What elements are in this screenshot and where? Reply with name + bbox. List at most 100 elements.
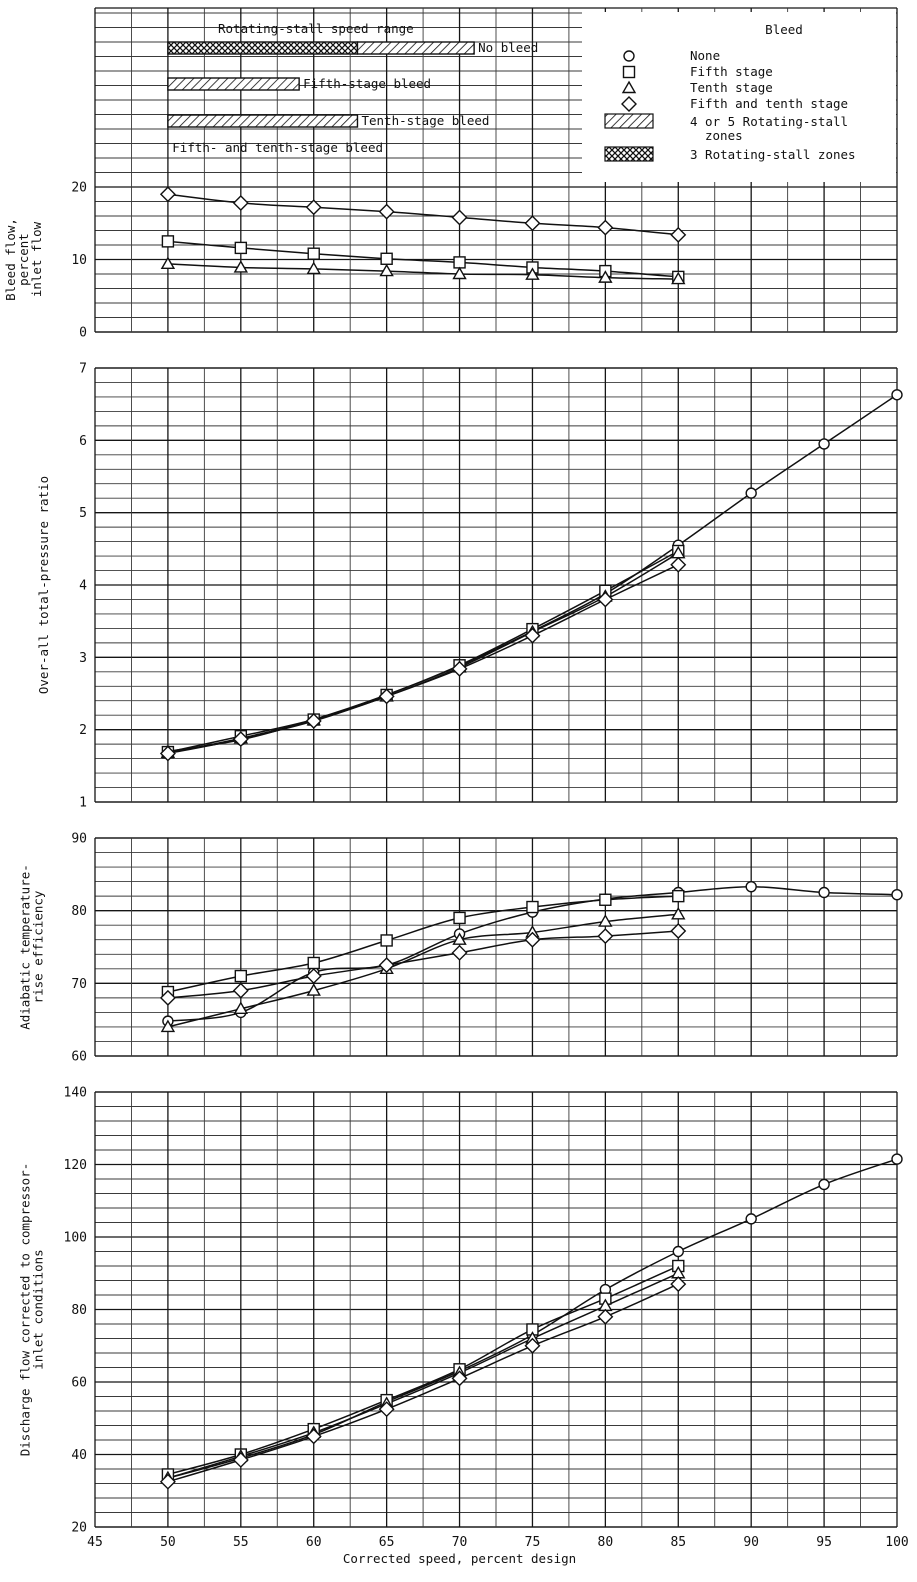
legend-label: Tenth stage bbox=[690, 80, 773, 95]
data-point-efficiency-square bbox=[526, 900, 539, 914]
y-tick-label-discharge: 140 bbox=[64, 1086, 87, 1101]
stall-bar-diagonal bbox=[167, 114, 359, 128]
data-point-pressure-diamond bbox=[305, 712, 322, 729]
y-tick-label-pressure: 2 bbox=[79, 723, 87, 738]
data-point-discharge-diamond bbox=[524, 1337, 541, 1354]
x-tick-label: 80 bbox=[598, 1535, 614, 1550]
x-tick-label: 65 bbox=[379, 1535, 395, 1550]
data-point-efficiency-square bbox=[380, 934, 393, 947]
y-tick-label-discharge: 100 bbox=[64, 1231, 87, 1246]
legend-label: None bbox=[690, 48, 720, 63]
legend-marker-square bbox=[622, 65, 636, 79]
x-tick-label: 100 bbox=[885, 1535, 908, 1550]
data-point-discharge-circle bbox=[818, 1178, 830, 1191]
stall-bar-label: No bleed bbox=[478, 40, 538, 55]
legend-marker-diamond bbox=[621, 96, 637, 112]
data-point-efficiency-diamond bbox=[378, 957, 395, 974]
y-tick-label-pressure: 1 bbox=[79, 796, 87, 811]
data-point-efficiency-triangle bbox=[306, 983, 321, 996]
y-tick-label-pressure: 7 bbox=[79, 362, 87, 377]
y-tick-label-pressure: 3 bbox=[79, 651, 87, 666]
data-point-efficiency-circle bbox=[818, 886, 830, 899]
data-point-bleed-triangle bbox=[671, 271, 686, 285]
y-tick-label-pressure: 4 bbox=[79, 579, 87, 594]
x-tick-label: 95 bbox=[816, 1535, 832, 1550]
legend-label: Fifth and tenth stage bbox=[690, 96, 848, 111]
y-axis-label-bleed: percent bbox=[16, 233, 31, 286]
data-point-pressure-diamond bbox=[159, 745, 176, 762]
y-axis-label-efficiency: rise efficiency bbox=[31, 890, 46, 1003]
data-point-bleed-square bbox=[453, 256, 466, 269]
series-line-discharge-triangle bbox=[167, 1272, 679, 1479]
legend-swatch-crosshatch bbox=[604, 146, 654, 162]
data-point-discharge-circle bbox=[745, 1213, 757, 1225]
stall-bar-label: Fifth-stage bleed bbox=[303, 76, 431, 91]
series-line-efficiency-triangle bbox=[167, 913, 679, 1028]
data-point-discharge-diamond bbox=[451, 1370, 468, 1387]
series-line-discharge-square bbox=[167, 1265, 679, 1476]
y-tick-label-pressure: 6 bbox=[79, 434, 87, 449]
data-point-efficiency-diamond bbox=[451, 944, 468, 961]
data-point-bleed-diamond bbox=[159, 186, 176, 203]
data-point-efficiency-square bbox=[234, 969, 248, 983]
data-point-bleed-square bbox=[380, 252, 393, 265]
data-point-bleed-triangle bbox=[233, 260, 249, 273]
data-point-bleed-triangle bbox=[452, 266, 467, 280]
data-point-efficiency-diamond bbox=[232, 982, 249, 999]
x-tick-label: 60 bbox=[306, 1535, 322, 1550]
legend-swatch-diagonal bbox=[604, 113, 654, 129]
x-tick-label: 50 bbox=[160, 1535, 176, 1550]
data-point-efficiency-diamond bbox=[670, 923, 687, 940]
y-axis-label-bleed: Bleed flow, bbox=[3, 218, 18, 301]
y-axis-label-pressure: Over-all total-pressure ratio bbox=[36, 476, 51, 694]
data-point-bleed-triangle bbox=[160, 256, 176, 270]
data-point-efficiency-triangle bbox=[598, 914, 613, 927]
y-tick-label-bleed: 20 bbox=[71, 181, 87, 196]
legend-title: Bleed bbox=[765, 22, 803, 37]
data-point-pressure-diamond bbox=[451, 660, 468, 677]
data-point-bleed-triangle bbox=[306, 261, 321, 275]
y-tick-label-bleed: 10 bbox=[71, 253, 87, 268]
x-axis-label: Corrected speed, percent design bbox=[343, 1551, 576, 1566]
series-line-efficiency-square bbox=[167, 895, 679, 993]
stall-bar-diagonal bbox=[167, 77, 300, 91]
data-point-bleed-triangle bbox=[525, 267, 540, 280]
data-point-efficiency-square bbox=[453, 911, 466, 925]
data-point-discharge-circle bbox=[672, 1245, 684, 1258]
data-point-bleed-diamond bbox=[670, 226, 687, 243]
y-tick-label-discharge: 40 bbox=[71, 1448, 87, 1463]
series-line-discharge-diamond bbox=[167, 1283, 679, 1483]
y-tick-label-discharge: 120 bbox=[64, 1158, 87, 1173]
data-point-efficiency-circle bbox=[745, 880, 757, 893]
legend-hatch-label: zones bbox=[705, 128, 743, 143]
legend-marker-circle bbox=[623, 50, 635, 62]
data-point-bleed-diamond bbox=[378, 203, 395, 220]
y-tick-label-efficiency: 90 bbox=[71, 832, 87, 847]
legend-marker-triangle bbox=[621, 80, 637, 94]
legend-label: Fifth stage bbox=[690, 64, 773, 79]
data-point-efficiency-diamond bbox=[305, 968, 322, 985]
data-point-efficiency-triangle bbox=[452, 932, 467, 945]
grid-layer bbox=[94, 7, 898, 1528]
data-point-bleed-diamond bbox=[597, 219, 614, 236]
panel-grid-discharge bbox=[94, 1091, 898, 1528]
data-point-bleed-diamond bbox=[232, 194, 249, 211]
data-point-bleed-diamond bbox=[524, 215, 541, 232]
data-point-discharge-circle bbox=[891, 1153, 903, 1165]
legend-hatch-label: 4 or 5 Rotating-stall bbox=[690, 114, 848, 129]
stall-range-title: Rotating-stall speed range bbox=[218, 21, 414, 36]
data-point-bleed-diamond bbox=[305, 199, 322, 216]
data-point-efficiency-square bbox=[599, 893, 612, 906]
data-point-bleed-square bbox=[161, 235, 175, 248]
data-point-bleed-triangle bbox=[379, 263, 394, 277]
data-point-efficiency-diamond bbox=[597, 928, 614, 945]
x-tick-label: 45 bbox=[87, 1535, 103, 1550]
data-point-pressure-diamond bbox=[378, 688, 395, 705]
legend-hatch-label: 3 Rotating-stall zones bbox=[690, 147, 856, 162]
data-point-pressure-diamond bbox=[524, 627, 541, 644]
y-tick-label-efficiency: 80 bbox=[71, 904, 87, 919]
series-line-pressure-diamond bbox=[167, 564, 679, 755]
y-axis-label-bleed: inlet flow bbox=[29, 221, 44, 297]
y-axis-label-discharge: Discharge flow corrected to compressor- bbox=[18, 1163, 33, 1457]
